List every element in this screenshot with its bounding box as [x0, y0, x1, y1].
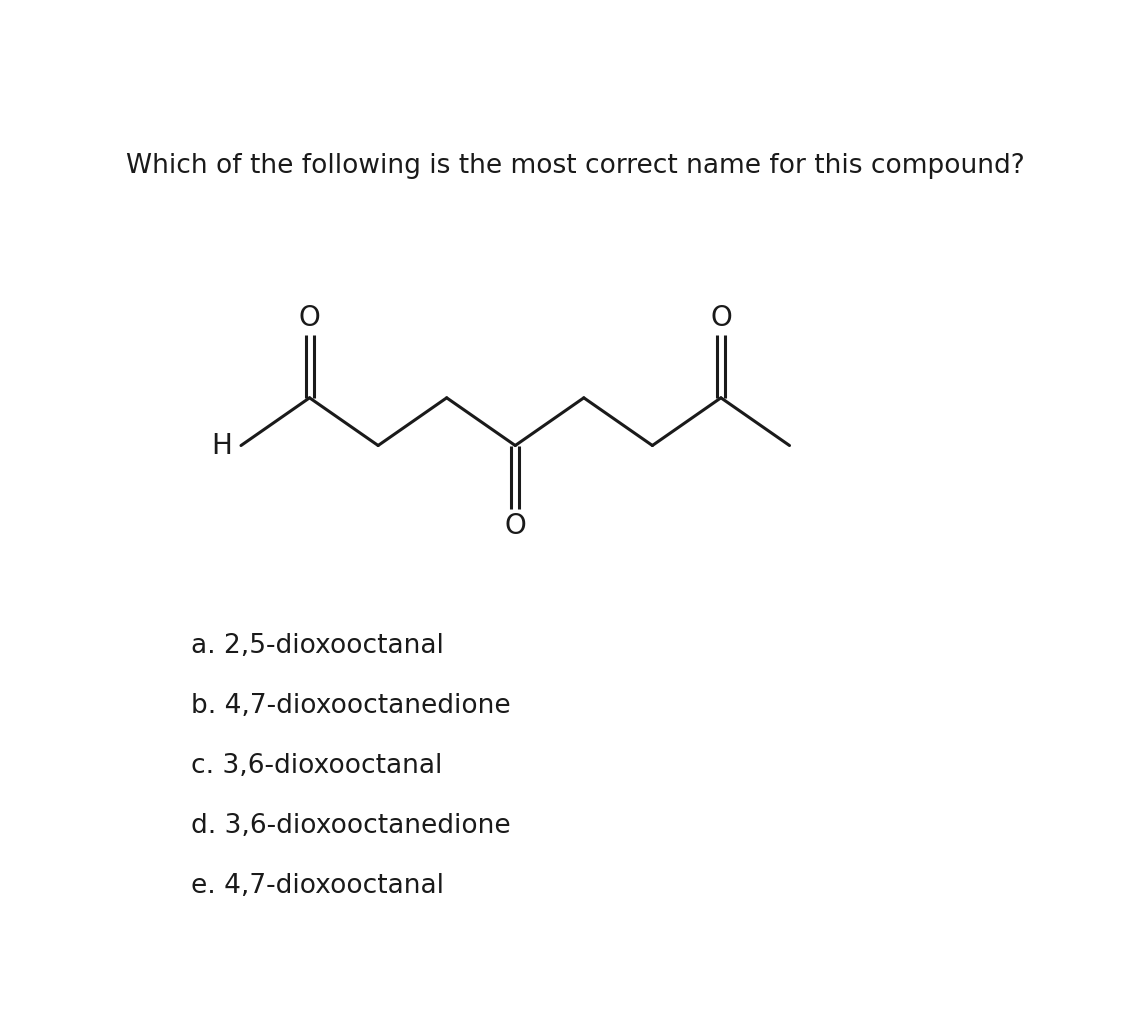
Text: Which of the following is the most correct name for this compound?: Which of the following is the most corre… — [126, 153, 1024, 179]
Text: O: O — [505, 512, 526, 540]
Text: O: O — [710, 304, 732, 332]
Text: d. 3,6-dioxooctanedione: d. 3,6-dioxooctanedione — [191, 813, 511, 839]
Text: c. 3,6-dioxooctanal: c. 3,6-dioxooctanal — [191, 753, 442, 779]
Text: b. 4,7-dioxooctanedione: b. 4,7-dioxooctanedione — [191, 693, 511, 719]
Text: a. 2,5-dioxooctanal: a. 2,5-dioxooctanal — [191, 633, 443, 658]
Text: e. 4,7-dioxooctanal: e. 4,7-dioxooctanal — [191, 872, 443, 899]
Text: O: O — [298, 304, 321, 332]
Text: H: H — [211, 431, 232, 460]
